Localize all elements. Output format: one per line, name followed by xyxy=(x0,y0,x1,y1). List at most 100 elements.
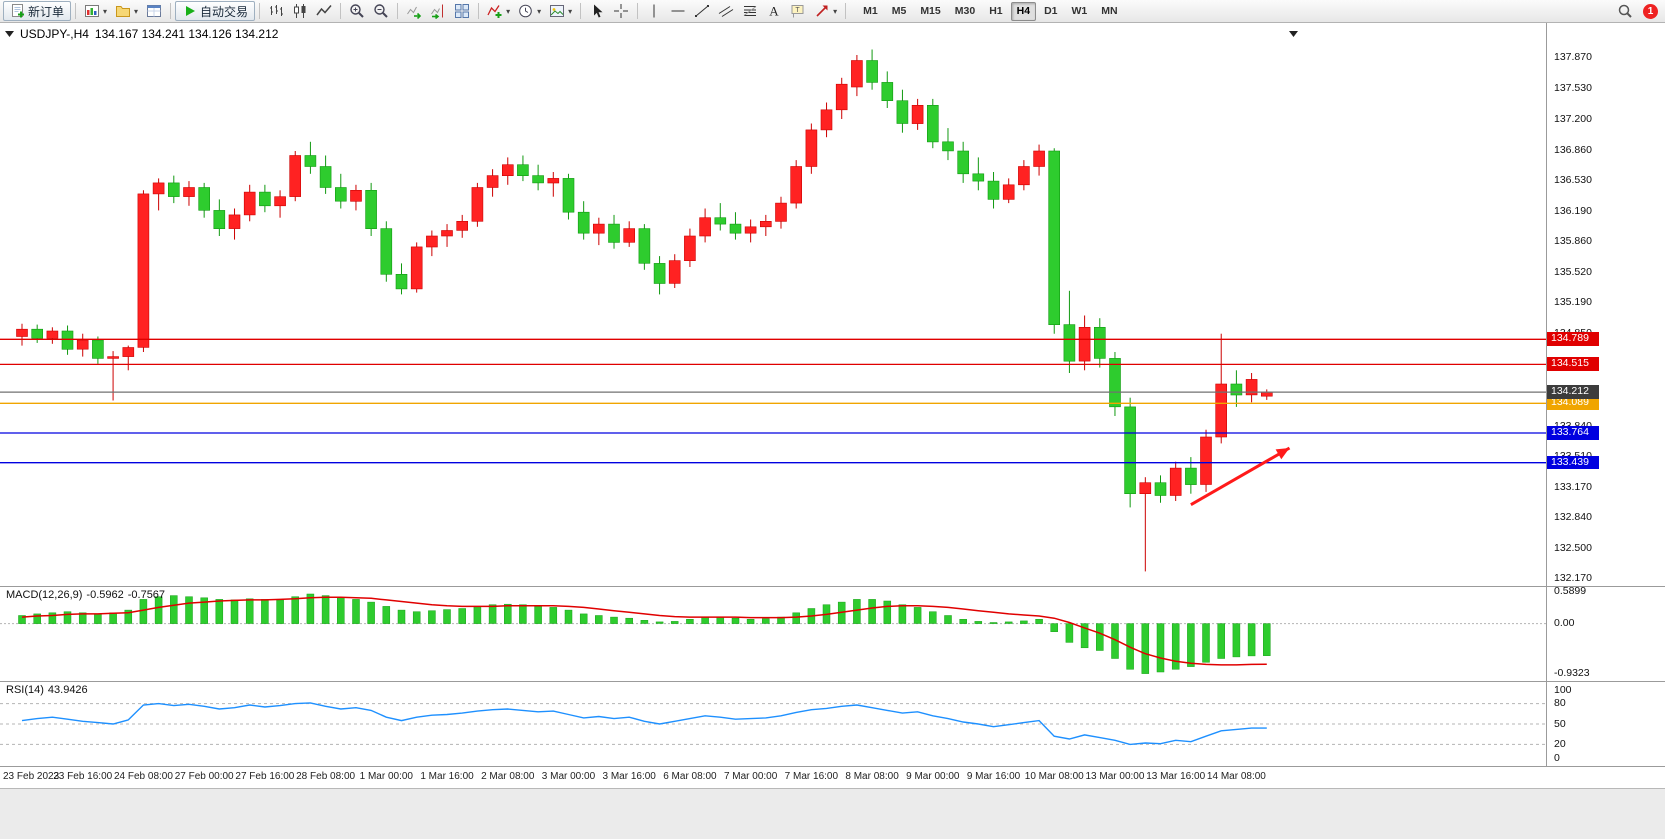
time-axis-label: 27 Feb 00:00 xyxy=(174,771,234,782)
chart-shift-button[interactable] xyxy=(426,1,450,21)
time-axis-label: 23 Feb 2023 xyxy=(3,771,60,782)
timeframe-m5-button[interactable]: M5 xyxy=(891,5,907,17)
timeframe-d1-button[interactable]: D1 xyxy=(1044,5,1058,17)
macd-signal-line xyxy=(21,596,1267,666)
price-tick-label: 80 xyxy=(1554,697,1566,710)
symbol-period-label: USDJPY-,H4 xyxy=(20,27,89,41)
rsi-pane-canvas[interactable] xyxy=(0,682,1546,766)
fibonacci-button[interactable] xyxy=(738,1,762,21)
price-tick-label: 136.860 xyxy=(1554,143,1592,156)
zoom-in-button[interactable] xyxy=(345,1,369,21)
tile-windows-icon xyxy=(454,3,470,19)
timeframe-mn-button[interactable]: MN xyxy=(1101,5,1118,17)
templates-button[interactable]: ▾ xyxy=(545,1,576,21)
price-tick-label: 135.190 xyxy=(1554,296,1592,309)
indicators-button[interactable]: ▾ xyxy=(483,1,514,21)
dropdown-caret-icon: ▾ xyxy=(568,6,573,16)
price-tick-label: -0.9323 xyxy=(1554,667,1590,680)
price-axis[interactable]: 137.870 137.530 137.200 136.860 136.530 136.1… xyxy=(1546,23,1665,766)
price-badge: 134.089 xyxy=(1547,396,1599,410)
time-axis-label: 3 Mar 00:00 xyxy=(541,771,596,782)
time-axis[interactable]: 23 Feb 2023 23 Feb 16:00 24 Feb 08:00 27 Fe… xyxy=(0,767,1665,788)
cursor-button[interactable] xyxy=(585,1,609,21)
time-axis-label: 9 Mar 16:00 xyxy=(966,771,1021,782)
one-click-collapse-icon[interactable] xyxy=(5,27,14,41)
rsi-name: RSI(14) xyxy=(6,684,44,696)
crosshair-button[interactable] xyxy=(609,1,633,21)
vertical-line-button[interactable] xyxy=(642,1,666,21)
timeframe-m15-button[interactable]: M15 xyxy=(920,5,941,17)
text-icon: A xyxy=(766,3,782,19)
new-order-label: 新订单 xyxy=(28,4,65,19)
timeframe-w1-button[interactable]: W1 xyxy=(1071,5,1088,17)
price-tick-label: 100 xyxy=(1554,683,1572,696)
toolbar: 新订单 ▾ ▾ 自动交易 ▾ ▾ ▾ A T ▾ M1 M5 M15 M30 H1 H4 D1 W1 MN 1 xyxy=(0,0,1665,23)
text-label-button[interactable]: T xyxy=(786,1,810,21)
tile-windows-button[interactable] xyxy=(450,1,474,21)
time-axis-label: 13 Mar 00:00 xyxy=(1085,771,1145,782)
price-chart-canvas[interactable] xyxy=(0,23,1546,586)
timeframe-m1-button[interactable]: M1 xyxy=(863,5,878,17)
profiles-button[interactable]: ▾ xyxy=(111,1,142,21)
trendline-button[interactable] xyxy=(690,1,714,21)
time-axis-label: 13 Mar 16:00 xyxy=(1146,771,1206,782)
templates-icon xyxy=(549,3,565,19)
timeframe-h1-button[interactable]: H1 xyxy=(989,5,1003,17)
price-tick-label: 0.00 xyxy=(1554,617,1575,630)
equidistant-channel-button[interactable] xyxy=(714,1,738,21)
chart-shift-icon xyxy=(430,3,446,19)
down-arrow-marker-icon[interactable] xyxy=(1289,25,1298,43)
price-tick-label: 137.200 xyxy=(1554,112,1592,125)
zoom-out-button[interactable] xyxy=(369,1,393,21)
new-order-button[interactable]: 新订单 xyxy=(3,1,72,21)
price-tick-label: 135.520 xyxy=(1554,266,1592,278)
svg-text:T: T xyxy=(795,7,800,14)
candlestick-button[interactable] xyxy=(288,1,312,21)
toolbar-separator xyxy=(397,3,399,19)
price-tick-label: 136.190 xyxy=(1554,204,1592,217)
timeframe-h4-button[interactable]: H4 xyxy=(1010,1,1037,21)
dropdown-caret-icon: ▾ xyxy=(506,6,511,16)
macd-pane-canvas[interactable] xyxy=(0,587,1546,680)
timeframe-toolbar: M1 M5 M15 M30 H1 H4 D1 W1 MN xyxy=(856,1,1124,21)
price-badge: 134.515 xyxy=(1547,357,1599,371)
time-axis-label: 1 Mar 16:00 xyxy=(420,771,474,782)
toolbar-separator xyxy=(580,3,582,19)
line-chart-icon xyxy=(316,3,332,19)
arrows-button[interactable]: ▾ xyxy=(810,1,841,21)
bar-chart-button[interactable] xyxy=(264,1,288,21)
price-tick-label: 0.5899 xyxy=(1554,585,1587,598)
macd-signal-value: -0.7567 xyxy=(127,589,166,601)
text-button[interactable]: A xyxy=(762,1,786,21)
new-chart-button[interactable]: ▾ xyxy=(80,1,111,21)
auto-scroll-button[interactable] xyxy=(402,1,426,21)
pane-separator[interactable] xyxy=(0,766,1665,767)
toolbar-separator xyxy=(340,3,342,19)
pane-separator[interactable] xyxy=(0,681,1665,682)
svg-text:A: A xyxy=(769,4,779,19)
trend-arrow-object[interactable] xyxy=(1190,446,1291,507)
horizontal-line-button[interactable] xyxy=(666,1,690,21)
notification-badge[interactable]: 1 xyxy=(1643,3,1658,19)
new-order-icon xyxy=(10,3,26,19)
price-badge: 134.212 xyxy=(1547,385,1599,399)
data-window-button[interactable] xyxy=(142,1,166,21)
chart-window[interactable]: 137.870 137.530 137.200 136.860 136.530 136.1… xyxy=(0,23,1665,839)
trendline-icon xyxy=(694,3,710,19)
timeframe-m30-button[interactable]: M30 xyxy=(954,5,976,17)
price-tick-label: 0 xyxy=(1554,751,1560,764)
time-axis-label: 27 Feb 16:00 xyxy=(235,771,295,782)
zoom-in-icon xyxy=(349,3,365,19)
autotrading-button[interactable]: 自动交易 xyxy=(175,1,256,21)
time-axis-label: 7 Mar 16:00 xyxy=(784,771,839,782)
dropdown-caret-icon: ▾ xyxy=(103,6,108,16)
price-badge: 133.764 xyxy=(1547,426,1599,440)
pane-separator[interactable] xyxy=(0,586,1665,587)
line-chart-button[interactable] xyxy=(312,1,336,21)
toolbar-separator xyxy=(478,3,480,19)
search-button[interactable] xyxy=(1613,1,1637,21)
cursor-icon xyxy=(589,3,605,19)
price-tick-label: 132.840 xyxy=(1554,511,1592,523)
time-axis-label: 14 Mar 08:00 xyxy=(1206,771,1266,782)
periods-button[interactable]: ▾ xyxy=(514,1,545,21)
